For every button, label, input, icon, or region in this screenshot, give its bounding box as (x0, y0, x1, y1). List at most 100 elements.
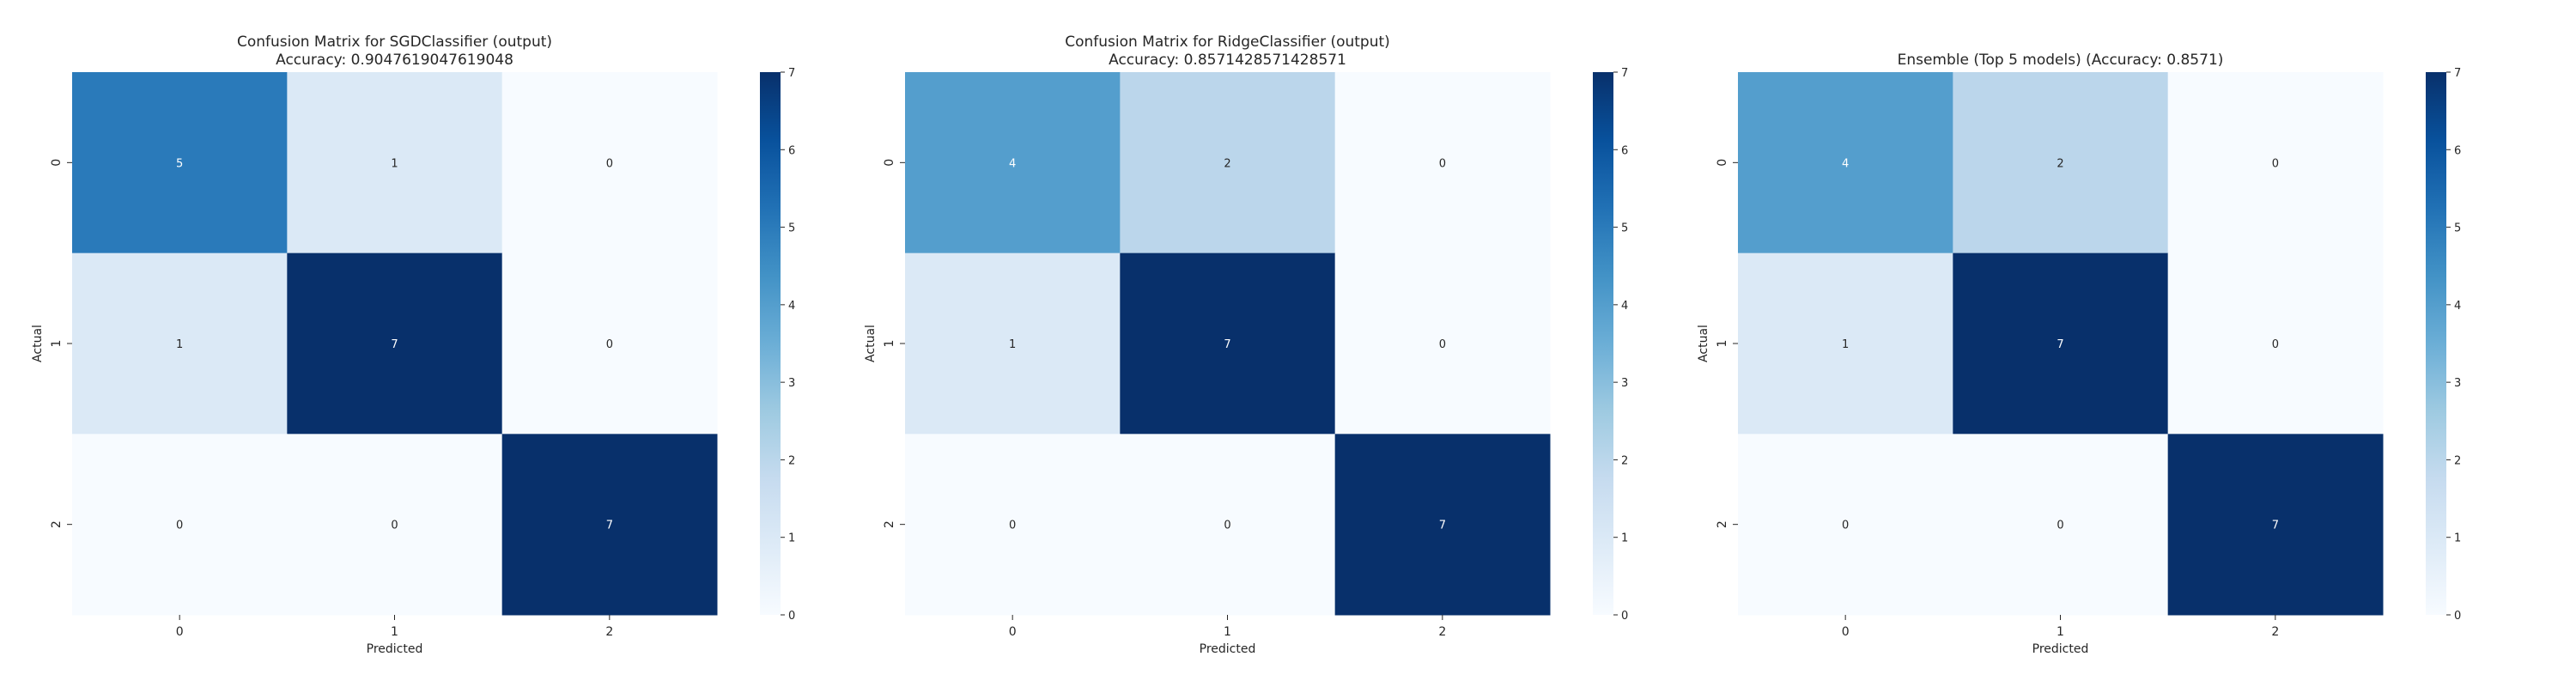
heatmap-cell (905, 252, 1121, 435)
y-axis-label: Actual (31, 325, 45, 362)
colorbar-tick-label: 0 (2454, 610, 2461, 623)
x-tick-label: 2 (2271, 625, 2279, 639)
heatmap-cell (905, 434, 1121, 616)
colorbar (1593, 72, 1613, 615)
heatmap-cell (905, 72, 1121, 254)
colorbar-tick-label: 2 (788, 454, 795, 467)
colorbar-tick-label: 0 (1621, 610, 1628, 623)
chart-title-line: Accuracy: 0.9047619047619048 (276, 52, 513, 69)
cell-value-label: 2 (1224, 157, 1230, 170)
heatmap-cell (501, 434, 718, 616)
colorbar-tick-label: 3 (788, 377, 795, 390)
cell-value-label: 0 (606, 157, 613, 170)
cell-value-label: 0 (176, 520, 183, 532)
heatmap-cell (287, 252, 503, 435)
colorbar-tick-label: 4 (788, 300, 795, 313)
cell-value-label: 4 (1842, 157, 1849, 170)
y-tick-label: 1 (883, 340, 896, 348)
confusion-matrix-panel-0: Confusion Matrix for SGDClassifier (outp… (31, 33, 795, 656)
colorbar-tick-label: 6 (1621, 144, 1628, 157)
heatmap-cell (501, 252, 718, 435)
heatmap-cell (2167, 252, 2384, 435)
y-tick-label: 1 (1716, 340, 1729, 348)
colorbar (760, 72, 781, 615)
colorbar-tick-label: 1 (1621, 532, 1628, 545)
colorbar-tick-label: 2 (2454, 454, 2461, 467)
cell-value-label: 1 (1842, 338, 1849, 351)
confusion-matrix-panel-1: Confusion Matrix for RidgeClassifier (ou… (864, 33, 1628, 656)
cell-value-label: 1 (391, 157, 398, 170)
heatmap-cell (1738, 72, 1953, 254)
heatmap-cell (1953, 72, 2169, 254)
colorbar-tick-label: 2 (1621, 454, 1628, 467)
colorbar-tick-label: 1 (788, 532, 795, 545)
heatmap-cell (1334, 252, 1551, 435)
cell-value-label: 0 (606, 338, 613, 351)
colorbar-tick-label: 1 (2454, 532, 2461, 545)
colorbar-tick-label: 5 (2454, 222, 2461, 235)
colorbar-tick-label: 6 (2454, 144, 2461, 157)
cell-value-label: 0 (391, 520, 398, 532)
x-tick-label: 0 (176, 625, 184, 639)
heatmap-cell (72, 252, 288, 435)
colorbar-tick-label: 5 (788, 222, 795, 235)
chart-title: Ensemble (Top 5 models) (Accuracy: 0.857… (1898, 52, 2224, 69)
cell-value-label: 0 (1009, 520, 1016, 532)
y-tick-label: 2 (50, 520, 64, 528)
heatmap-cell (1120, 434, 1336, 616)
heatmap-cell (1120, 72, 1336, 254)
heatmap-cell (1120, 252, 1336, 435)
heatmap-cell (1334, 434, 1551, 616)
cell-value-label: 7 (391, 338, 398, 351)
chart-title: Confusion Matrix for SGDClassifier (outp… (237, 33, 552, 69)
heatmap-cell (1334, 72, 1551, 254)
heatmap-cell (501, 72, 718, 254)
chart-title-line: Confusion Matrix for SGDClassifier (outp… (237, 33, 552, 51)
cell-value-label: 1 (176, 338, 183, 351)
heatmap-cell (2167, 434, 2384, 616)
x-axis-label: Predicted (1200, 642, 1256, 656)
heatmap-cell (1738, 252, 1953, 435)
x-tick-label: 2 (1438, 625, 1446, 639)
colorbar (2426, 72, 2446, 615)
cell-value-label: 0 (2272, 157, 2279, 170)
x-tick-label: 0 (1842, 625, 1850, 639)
colorbar-tick-label: 0 (788, 610, 795, 623)
y-tick-label: 0 (50, 159, 64, 167)
cell-value-label: 0 (1439, 338, 1446, 351)
heatmap-cell (1953, 434, 2169, 616)
x-tick-label: 1 (391, 625, 398, 639)
colorbar-tick-label: 7 (2454, 67, 2461, 80)
x-axis-label: Predicted (2032, 642, 2089, 656)
x-tick-label: 0 (1009, 625, 1017, 639)
cell-value-label: 0 (2057, 520, 2063, 532)
x-axis-label: Predicted (367, 642, 423, 656)
colorbar-tick-label: 4 (1621, 300, 1628, 313)
colorbar-tick-label: 3 (1621, 377, 1628, 390)
confusion-matrix-panel-2: Ensemble (Top 5 models) (Accuracy: 0.857… (1697, 52, 2461, 656)
x-tick-label: 2 (605, 625, 613, 639)
heatmap-cell (287, 72, 503, 254)
x-tick-label: 1 (1224, 625, 1231, 639)
cell-value-label: 7 (2272, 520, 2279, 532)
cell-value-label: 5 (176, 157, 183, 170)
heatmap-cell (1953, 252, 2169, 435)
cell-value-label: 7 (2057, 338, 2063, 351)
colorbar-tick-label: 5 (1621, 222, 1628, 235)
y-tick-label: 2 (883, 520, 896, 528)
cell-value-label: 7 (606, 520, 613, 532)
chart-title-line: Ensemble (Top 5 models) (Accuracy: 0.857… (1898, 52, 2224, 69)
heatmap-cell (72, 434, 288, 616)
colorbar-tick-label: 7 (788, 67, 795, 80)
cell-value-label: 0 (1439, 157, 1446, 170)
y-tick-label: 0 (883, 159, 896, 167)
colorbar-tick-label: 6 (788, 144, 795, 157)
heatmap-cell (1738, 434, 1953, 616)
chart-title-line: Confusion Matrix for RidgeClassifier (ou… (1065, 33, 1390, 51)
heatmap-cell (72, 72, 288, 254)
heatmap-cell (2167, 72, 2384, 254)
cell-value-label: 7 (1439, 520, 1446, 532)
cell-value-label: 2 (2057, 157, 2063, 170)
cell-value-label: 0 (1842, 520, 1849, 532)
